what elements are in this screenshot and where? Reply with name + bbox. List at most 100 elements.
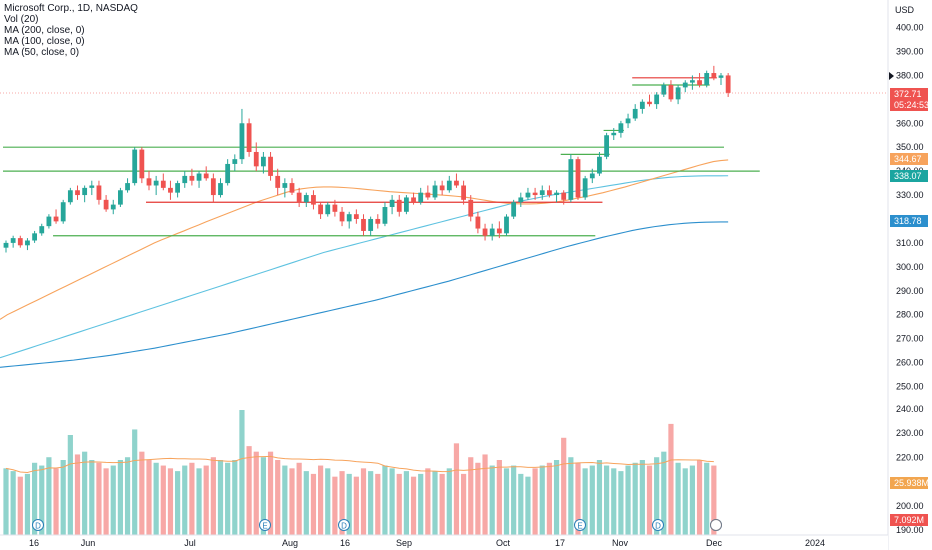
volume-bar <box>589 465 595 535</box>
indicator-volume[interactable]: Vol (20) <box>4 14 39 25</box>
candle-body <box>496 228 502 234</box>
price-tick-label: 190.00 <box>896 525 924 535</box>
volume-bar <box>217 460 224 535</box>
candle-body <box>261 156 266 167</box>
volume-bar <box>682 468 688 535</box>
price-tick-label: 330.00 <box>896 190 924 200</box>
candle-body <box>346 214 352 222</box>
indicator-ma200[interactable]: MA (200, close, 0) <box>4 25 85 36</box>
lightning-icon[interactable] <box>710 519 722 531</box>
dividend-marker[interactable]: D <box>32 519 44 531</box>
price-tick-label: 310.00 <box>896 238 924 248</box>
volume-bar <box>668 423 674 535</box>
volume-bar <box>17 476 23 535</box>
volume-bar <box>382 465 388 535</box>
volume-bar <box>611 468 617 535</box>
candle-body <box>532 192 538 196</box>
volume-value-label: 25.938M <box>890 477 929 489</box>
dividend-marker[interactable]: D <box>652 519 664 531</box>
candle-body <box>368 218 374 231</box>
candle-body <box>17 238 23 246</box>
volume-bar <box>360 468 367 535</box>
candle-body <box>53 216 59 222</box>
candle-body <box>425 192 431 198</box>
candle-body <box>353 214 359 219</box>
volume-bar <box>196 468 202 535</box>
volume-bar <box>346 473 352 535</box>
ma50-line <box>0 159 729 320</box>
candle-body <box>554 192 559 196</box>
price-tick-label: 250.00 <box>896 381 924 391</box>
candle-body <box>511 202 517 217</box>
ma50-price-label: 344.67 <box>890 153 928 165</box>
candle-body <box>75 190 80 196</box>
time-axis[interactable] <box>0 535 888 550</box>
time-tick-label: 16 <box>340 538 350 548</box>
candle-body <box>246 123 252 152</box>
volume-bar <box>532 468 538 535</box>
volume-bar <box>575 462 581 535</box>
volume-bar <box>203 465 209 535</box>
price-tick-label: 290.00 <box>896 286 924 296</box>
candle-body <box>568 159 574 200</box>
svg-text:372.71: 372.71 <box>894 89 922 99</box>
candle-body <box>132 149 138 184</box>
price-axis[interactable] <box>888 0 932 550</box>
svg-text:338.07: 338.07 <box>894 171 922 181</box>
volume-bar <box>389 468 395 535</box>
time-tick-label: Dec <box>706 538 723 548</box>
horizontal-levels[interactable] <box>3 77 760 237</box>
volume-bar <box>661 451 667 535</box>
volume-bar <box>53 468 59 535</box>
volume-bar <box>604 465 610 535</box>
dividend-marker[interactable]: D <box>338 519 350 531</box>
candle-body <box>468 199 474 217</box>
volume-bar <box>189 462 195 535</box>
svg-text:D: D <box>655 522 661 531</box>
volume-bar <box>539 465 545 535</box>
candle-body <box>539 190 545 196</box>
candle-body <box>225 163 231 184</box>
candle-body <box>82 187 88 196</box>
candle-body <box>67 190 73 203</box>
earnings-marker[interactable]: E <box>574 519 586 531</box>
volume-bar <box>332 476 338 535</box>
volume-bar <box>146 460 152 535</box>
price-tick-label: 230.00 <box>896 428 924 438</box>
volume-bar <box>39 465 45 535</box>
volume-bar <box>632 462 638 535</box>
candle-body <box>661 84 667 95</box>
earnings-marker[interactable]: E <box>259 519 271 531</box>
indicator-ma50[interactable]: MA (50, close, 0) <box>4 47 80 58</box>
candle-body <box>318 204 323 215</box>
candle-body <box>725 75 731 93</box>
volume-bar <box>210 457 216 535</box>
candle-body <box>10 238 16 243</box>
candle-body <box>3 242 9 248</box>
volume-bar <box>160 465 166 535</box>
volume-bar <box>60 460 66 535</box>
time-tick-label: Oct <box>496 538 511 548</box>
volume-bar <box>439 473 445 535</box>
candle-body <box>146 178 152 186</box>
volume-bar <box>10 471 16 535</box>
candle-body <box>396 199 402 212</box>
volume-bar <box>260 457 266 535</box>
volume-bar <box>124 457 131 535</box>
candle-body <box>89 185 95 188</box>
candle-body <box>210 178 216 196</box>
candle-body <box>647 101 652 105</box>
indicator-ma100[interactable]: MA (100, close, 0) <box>4 36 85 47</box>
price-scale-arrow-icon <box>889 72 894 80</box>
candle-body <box>160 180 166 188</box>
event-markers[interactable]: DEDDED <box>32 519 722 531</box>
price-tick-label: 240.00 <box>896 404 924 414</box>
candle-body <box>325 204 331 215</box>
ma100-line <box>0 175 729 359</box>
volume-bar <box>253 451 259 535</box>
candle-body <box>682 82 688 88</box>
candle-body <box>518 197 524 203</box>
price-tick-label: 360.00 <box>896 118 924 128</box>
